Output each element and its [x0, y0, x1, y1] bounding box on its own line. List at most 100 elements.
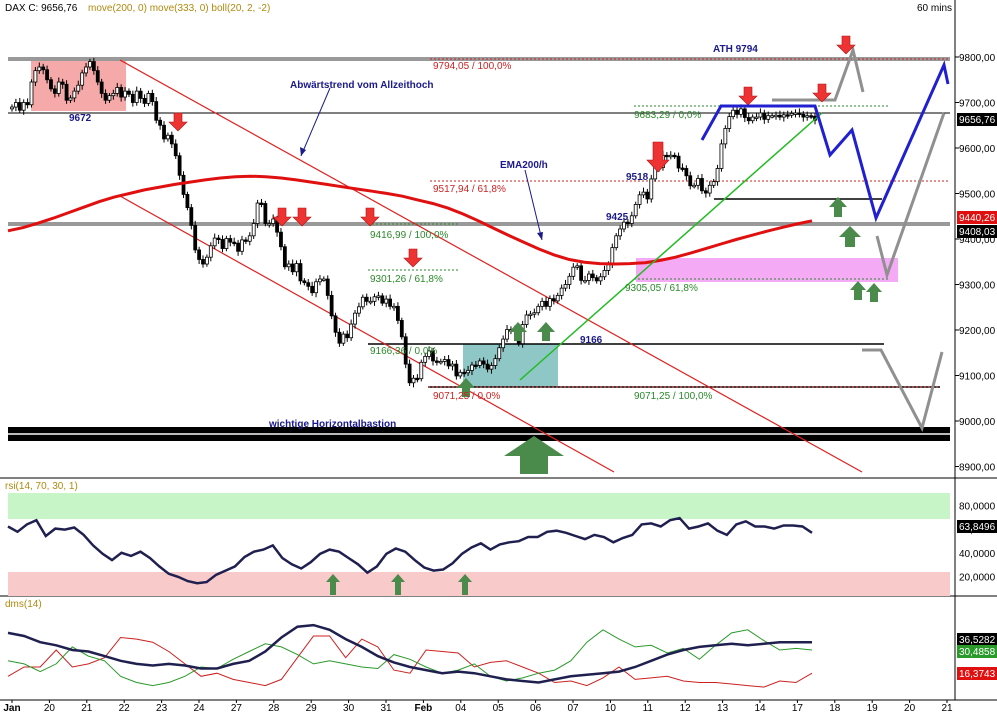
candle-body — [551, 298, 556, 302]
candle-body — [781, 114, 786, 118]
y-tick-label: 9300,00 — [959, 281, 996, 292]
candle-body — [590, 273, 595, 279]
candle-body — [676, 155, 681, 169]
candle-body — [177, 155, 182, 176]
candle-body — [271, 218, 276, 224]
ema200-line — [7, 174, 813, 266]
candle-body — [793, 112, 798, 115]
candle-body — [290, 263, 295, 273]
candle-body — [212, 237, 217, 247]
candle-body — [524, 314, 529, 325]
candle-body — [345, 333, 350, 339]
rsi-panel: rsi(14, 70, 30, 1) 80,000060,000040,0000… — [5, 481, 997, 596]
candle-body — [216, 237, 221, 240]
sell-arrow-icon — [360, 207, 380, 227]
gray-projection-top — [772, 44, 865, 102]
candle-body — [450, 363, 455, 367]
candle-body — [64, 83, 69, 101]
buy-arrow-icon — [537, 322, 555, 341]
candle-body — [809, 115, 814, 118]
x-tick-label: 11 — [643, 703, 654, 712]
candle-body — [645, 191, 650, 200]
candle-body — [649, 178, 654, 200]
y-tick-label: 9000,00 — [959, 417, 996, 428]
candle-body — [629, 215, 634, 224]
ath-label: ATH 9794 — [713, 44, 758, 55]
candle-body — [224, 238, 229, 249]
rsi-last-box — [957, 520, 997, 533]
candle-body — [294, 263, 299, 273]
candle-body — [540, 300, 545, 307]
candle-body — [431, 350, 435, 362]
fib-9071a-label: 9071,25 / 0,0% — [433, 391, 500, 402]
candle-body — [563, 284, 568, 289]
dms-panel: dms(14) 36,5282 30,4858 16,3743 — [5, 599, 997, 688]
candle-body — [536, 305, 541, 314]
candle-body — [544, 300, 548, 307]
fib-9517-label: 9517,94 / 61,8% — [433, 184, 506, 195]
candle-body — [341, 333, 346, 344]
level-9166-label: 9166 — [580, 335, 603, 346]
candle-body — [602, 269, 607, 278]
candle-body — [37, 66, 42, 72]
candle-body — [707, 184, 712, 194]
buy-arrow-icon — [509, 322, 527, 341]
candle-body — [727, 116, 732, 129]
candle-body — [325, 278, 330, 296]
buy-arrow-icon — [391, 574, 405, 595]
candle-body — [197, 249, 202, 260]
ema-label-pointer — [524, 169, 543, 241]
candle-body — [598, 276, 603, 282]
y-tick-label: 8900,00 — [959, 463, 996, 474]
buy-arrow-icon — [326, 574, 340, 595]
candle-body — [107, 95, 112, 101]
rsi-tick-label: 20,0000 — [959, 572, 996, 583]
ma200-label: 9440,26 — [959, 213, 996, 224]
sell-arrow-icon — [168, 112, 188, 132]
candle-body — [423, 355, 428, 363]
candle-body — [29, 81, 34, 106]
x-tick-label: 29 — [306, 703, 318, 712]
candle-body — [801, 113, 806, 118]
candle-body — [56, 81, 61, 94]
header-timeframe: 60 mins — [917, 3, 952, 14]
candle-body — [454, 363, 459, 377]
candle-body — [310, 285, 315, 294]
candle-body — [142, 98, 147, 104]
candle-body — [282, 246, 287, 268]
y-tick-label: 9700,00 — [959, 99, 996, 110]
candle-body — [232, 241, 237, 245]
last-price-box — [957, 113, 997, 126]
header-symbol: DAX C: 9656,76 — [5, 3, 78, 14]
candle-body — [384, 298, 389, 304]
dms-di-minus-line — [7, 635, 813, 688]
candle-body — [559, 287, 564, 296]
candle-body — [785, 114, 790, 117]
candle-body — [259, 202, 264, 205]
candle-body — [41, 66, 46, 71]
candle-body — [380, 295, 385, 304]
candle-body — [201, 259, 205, 265]
candle-body — [263, 203, 268, 224]
candle-body — [298, 263, 303, 282]
candle-body — [349, 323, 354, 339]
x-tick-label: Jan — [3, 703, 20, 712]
candle-body — [711, 181, 716, 186]
candle-body — [614, 235, 619, 249]
candle-body — [567, 275, 572, 285]
level-9518-label: 9518 — [626, 172, 649, 183]
candle-body — [571, 266, 576, 277]
candle-body — [466, 370, 470, 374]
candle-body — [364, 296, 369, 302]
candle-body — [606, 264, 611, 271]
price-candles — [10, 57, 817, 388]
candle-body — [399, 320, 404, 338]
price-panel-background — [0, 0, 997, 478]
candle-body — [193, 224, 198, 251]
candle-body — [754, 116, 759, 119]
candle-body — [633, 204, 638, 217]
candle-body — [610, 247, 615, 265]
candle-body — [95, 70, 100, 83]
